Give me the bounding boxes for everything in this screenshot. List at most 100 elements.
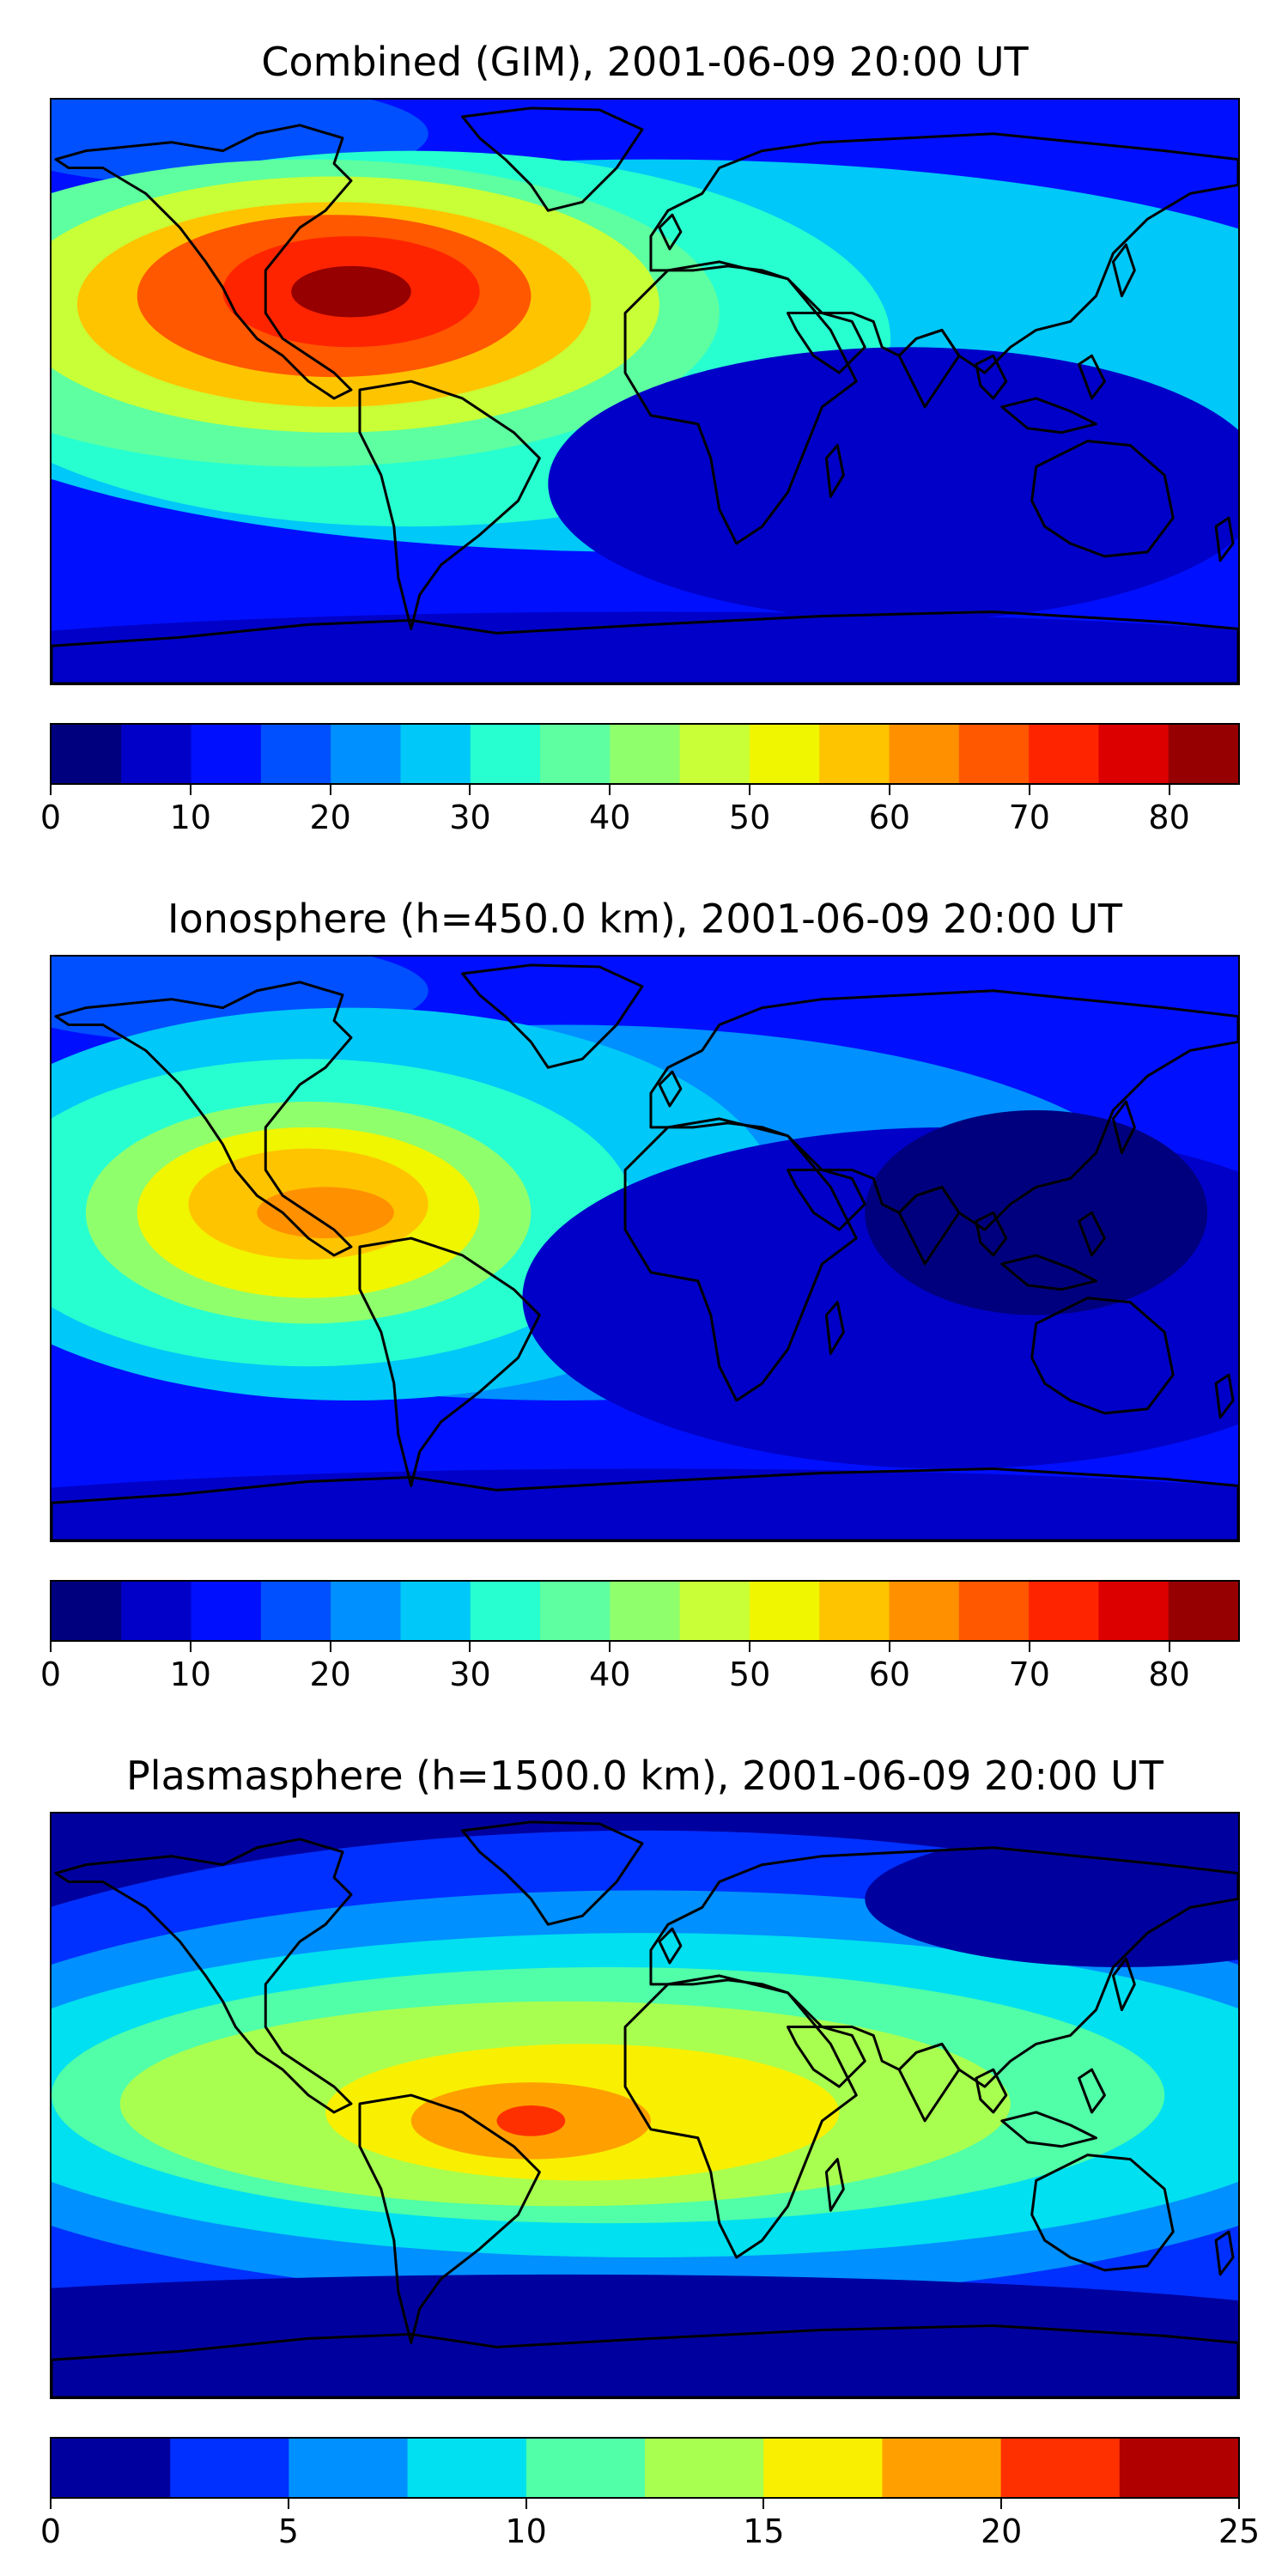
colorbar-swatch: [1029, 725, 1100, 783]
coastline: [649, 989, 1238, 1231]
coastline: [658, 1927, 683, 1965]
coastline: [358, 380, 541, 630]
coastline: [623, 1117, 858, 1402]
colorbar-ticks-combined: 0 10 20 30 40 50 60 70 80: [40, 785, 1240, 836]
coastline: [975, 354, 1008, 400]
contour-region: [52, 611, 1238, 683]
colorbar-tick-label: 20: [309, 1656, 351, 1693]
colorbar-tick-label: 30: [449, 1656, 491, 1693]
colorbar-tick-label: 5: [277, 2512, 299, 2550]
coastline: [461, 963, 644, 1069]
coastlines: [52, 1820, 1238, 2397]
colorbar-tick: [749, 1642, 751, 1652]
coastline: [1214, 1373, 1235, 1419]
coastline: [358, 2093, 541, 2344]
coastline: [658, 1070, 683, 1108]
coastline: [1000, 397, 1097, 434]
contour-region: [496, 2105, 566, 2136]
colorbar-swatches: [52, 725, 1238, 783]
colorbar-swatch: [526, 2439, 646, 2497]
colorbar-swatches: [52, 2439, 1238, 2497]
colorbar-tick-label: 25: [1218, 2512, 1261, 2550]
colorbar-swatch: [749, 1582, 820, 1640]
colorbar-ionosphere: [50, 1580, 1240, 1642]
coastline: [824, 2158, 845, 2212]
colorbar-tick-label: 60: [868, 1656, 911, 1693]
colorbar-swatch: [400, 1582, 471, 1640]
coastline: [461, 1820, 644, 1926]
coastline: [54, 981, 353, 1257]
colorbar-tick: [329, 1642, 331, 1652]
coastline: [1078, 2068, 1106, 2114]
colorbar-tick-label: 20: [309, 799, 351, 836]
colorbar-swatch: [121, 1582, 192, 1640]
colorbar-swatch: [331, 1582, 402, 1640]
coastline: [52, 1467, 1238, 1540]
colorbar-swatch: [121, 725, 192, 783]
colorbar-swatch: [1119, 2439, 1238, 2497]
colorbar-swatch: [52, 2439, 171, 2497]
colorbar-tick: [287, 2499, 289, 2509]
colorbar-swatch: [749, 725, 820, 783]
coastline: [1000, 1254, 1097, 1291]
colorbar-swatch: [470, 1582, 541, 1640]
colorbar-swatches: [52, 1582, 1238, 1640]
coastline: [1078, 1211, 1106, 1257]
colorbar-tick-label: 60: [868, 799, 911, 836]
contour-region: [52, 1468, 1238, 1540]
colorbar-swatch: [470, 725, 541, 783]
colorbar-swatch: [958, 725, 1030, 783]
coastline: [787, 2026, 866, 2088]
coastline: [358, 1236, 541, 1487]
contour-region: [257, 1187, 394, 1239]
map-ionosphere: [50, 955, 1240, 1542]
coastline: [1078, 354, 1106, 400]
colorbar-swatch: [819, 1582, 890, 1640]
coastlines: [52, 963, 1238, 1540]
colorbar-swatch: [645, 2439, 764, 2497]
colorbar-tick: [749, 785, 751, 795]
colorbar-tick-label: 70: [1008, 1656, 1050, 1693]
colorbar-tick: [469, 1642, 471, 1652]
coastline: [1214, 516, 1235, 562]
coastline: [658, 213, 683, 251]
colorbar-swatch: [1168, 725, 1238, 783]
coastline: [1111, 1100, 1136, 1155]
colorbar-tick: [762, 2499, 765, 2509]
colorbar-ticks-plasmasphere: 0 5 10 15 20 25: [40, 2499, 1260, 2550]
colorbar-swatch: [1168, 1582, 1238, 1640]
colorbar-swatch: [191, 1582, 262, 1640]
colorbar-tick: [888, 785, 890, 795]
colorbar-swatch: [540, 725, 611, 783]
colorbar-tick: [1000, 2499, 1003, 2509]
coastline: [54, 1838, 353, 2114]
coastline: [975, 1211, 1008, 1257]
colorbar-swatch: [610, 1582, 681, 1640]
colorbar-tick-label: 0: [39, 2512, 62, 2550]
colorbar-tick-label: 40: [589, 1656, 631, 1693]
coastline: [1030, 440, 1175, 558]
coastline: [824, 1301, 845, 1355]
coastline: [54, 124, 353, 400]
panel-title-ionosphere: Ionosphere (h=450.0 km), 2001-06-09 20:0…: [167, 896, 1122, 942]
coastline: [1000, 2111, 1097, 2148]
colorbar-tick: [1238, 2499, 1240, 2509]
colorbar-swatch: [882, 2439, 1002, 2497]
contour-field: [52, 100, 1238, 683]
colorbar-swatch: [540, 1582, 611, 1640]
contour-field: [52, 957, 1238, 1540]
coastline: [52, 2324, 1238, 2397]
colorbar-swatch: [889, 1582, 960, 1640]
colorbar-swatch: [1000, 2439, 1121, 2497]
colorbar-tick: [609, 785, 611, 795]
panel-title-plasmasphere: Plasmasphere (h=1500.0 km), 2001-06-09 2…: [126, 1753, 1163, 1799]
coastline: [787, 1169, 866, 1231]
colorbar-tick: [1028, 1642, 1030, 1652]
colorbar-ticks-ionosphere: 0 10 20 30 40 50 60 70 80: [40, 1642, 1240, 1693]
colorbar-tick-label: 20: [981, 2512, 1023, 2550]
colorbar-tick-label: 15: [743, 2512, 785, 2550]
colorbar-tick: [1168, 1642, 1170, 1652]
colorbar-tick: [50, 2499, 52, 2509]
colorbar-swatch: [679, 1582, 750, 1640]
colorbar-tick-label: 10: [169, 1656, 211, 1693]
